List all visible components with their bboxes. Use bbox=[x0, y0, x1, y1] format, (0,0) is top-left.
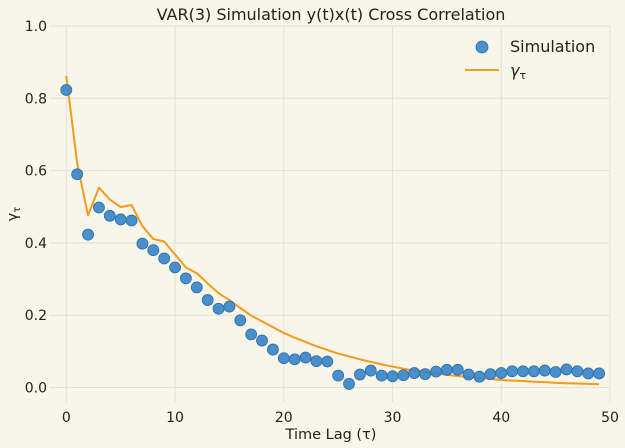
x-tick-label: 0 bbox=[62, 410, 71, 426]
simulation-point bbox=[321, 355, 334, 368]
x-tick-label: 30 bbox=[384, 410, 402, 426]
simulation-points-layer bbox=[60, 84, 606, 390]
simulation-point bbox=[103, 209, 116, 222]
simulation-point bbox=[180, 272, 192, 285]
simulation-point bbox=[440, 363, 453, 376]
simulation-point bbox=[245, 328, 258, 341]
simulation-point bbox=[354, 368, 366, 381]
simulation-point bbox=[223, 300, 236, 313]
simulation-point bbox=[332, 369, 345, 382]
gamma-theory-line bbox=[65, 75, 600, 386]
legend-simulation-marker bbox=[475, 40, 489, 54]
y-tick-label: 0.8 bbox=[25, 91, 47, 107]
simulation-point bbox=[549, 366, 562, 378]
simulation-point bbox=[582, 367, 595, 380]
simulation-point bbox=[169, 261, 181, 274]
simulation-point bbox=[267, 343, 279, 356]
simulation-point bbox=[158, 252, 171, 265]
simulation-point bbox=[506, 365, 519, 378]
theory-line-layer bbox=[65, 75, 600, 386]
simulation-point bbox=[71, 168, 84, 181]
simulation-point bbox=[419, 368, 432, 381]
simulation-point bbox=[593, 367, 606, 380]
simulation-point bbox=[299, 351, 312, 364]
simulation-point bbox=[527, 365, 540, 378]
simulation-point bbox=[136, 237, 149, 250]
simulation-point bbox=[397, 369, 410, 382]
legend: Simulation γτ bbox=[465, 37, 595, 82]
simulation-point bbox=[484, 368, 497, 381]
simulation-point bbox=[408, 367, 421, 379]
simulation-point bbox=[288, 353, 301, 366]
simulation-point bbox=[277, 352, 290, 365]
y-tick-label: 0.2 bbox=[25, 308, 47, 324]
simulation-point bbox=[82, 228, 94, 241]
legend-gamma-label: γτ bbox=[510, 61, 526, 82]
y-axis-label: γτ bbox=[5, 207, 23, 222]
simulation-point bbox=[212, 302, 225, 315]
simulation-point bbox=[386, 370, 399, 383]
y-tick-label: 0.4 bbox=[25, 236, 47, 252]
chart-title: VAR(3) Simulation y(t)x(t) Cross Correla… bbox=[157, 5, 506, 24]
simulation-point bbox=[147, 244, 160, 257]
x-tick-label: 40 bbox=[492, 410, 510, 426]
simulation-point bbox=[517, 365, 529, 378]
simulation-point bbox=[234, 314, 247, 327]
simulation-point bbox=[473, 370, 486, 383]
simulation-point bbox=[462, 368, 475, 381]
y-tick-label: 0.6 bbox=[25, 164, 47, 180]
simulation-point bbox=[256, 334, 268, 347]
simulation-point bbox=[495, 367, 508, 379]
x-tick-label: 20 bbox=[275, 410, 293, 426]
simulation-point bbox=[60, 84, 73, 96]
x-axis-label: Time Lag (τ) bbox=[285, 427, 377, 443]
simulation-point bbox=[125, 214, 138, 227]
legend-simulation-label: Simulation bbox=[510, 37, 595, 56]
simulation-point bbox=[571, 365, 584, 378]
simulation-point bbox=[343, 378, 355, 390]
simulation-point bbox=[93, 201, 105, 214]
simulation-point bbox=[190, 281, 203, 294]
y-tick-label: 0.0 bbox=[25, 381, 47, 397]
simulation-point bbox=[114, 213, 127, 226]
y-tick-label: 1.0 bbox=[25, 19, 47, 35]
simulation-point bbox=[560, 363, 573, 376]
x-tick-label: 10 bbox=[166, 410, 184, 426]
simulation-point bbox=[364, 364, 377, 377]
tick-labels: 0 10 20 30 40 50 0.0 0.2 0.4 0.6 0.8 1.0 bbox=[25, 19, 619, 426]
simulation-point bbox=[201, 294, 214, 306]
simulation-point bbox=[310, 355, 323, 368]
simulation-point bbox=[430, 365, 442, 378]
simulation-point bbox=[451, 363, 464, 376]
x-tick-label: 50 bbox=[601, 410, 619, 426]
simulation-point bbox=[375, 369, 388, 382]
grid bbox=[50, 25, 611, 402]
simulation-point bbox=[538, 364, 551, 377]
